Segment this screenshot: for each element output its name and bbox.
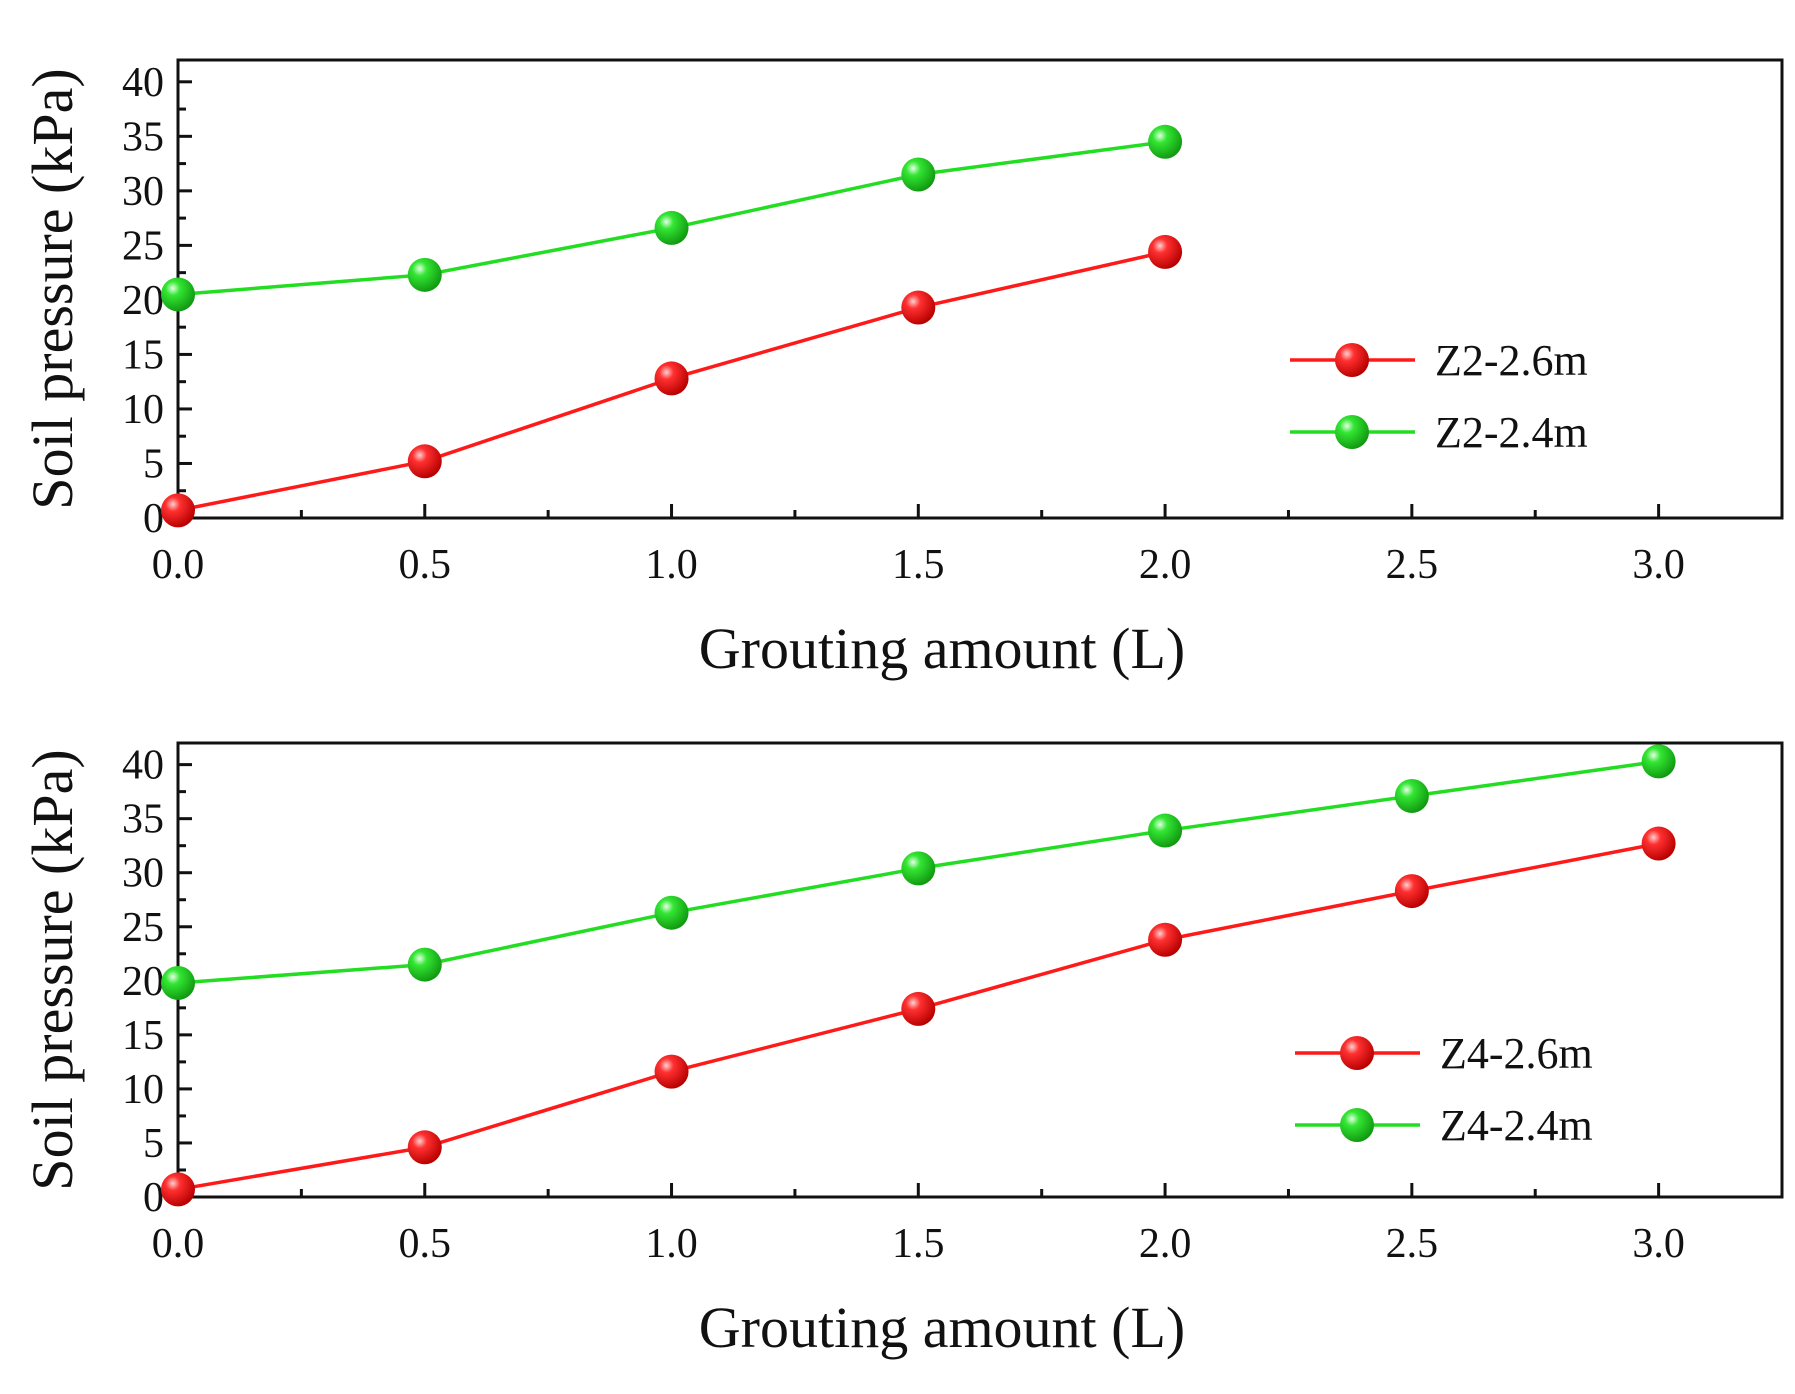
y-tick-label: 30 [122,851,164,897]
data-point-Z4-2.6m [654,1054,689,1089]
data-point-Z2-2.6m [161,493,195,528]
data-point-Z4-2.6m [161,1172,195,1207]
data-point-Z2-2.6m [1148,234,1183,269]
x-tick-label: 1.5 [892,542,945,588]
data-point-Z2-2.6m [654,361,689,396]
data-point-Z2-2.4m [654,210,689,245]
y-tick-label: 0 [143,1175,164,1221]
data-point-Z4-2.4m [1641,744,1676,779]
data-point-Z4-2.4m [654,895,689,930]
data-point-Z4-2.4m [901,851,936,886]
x-tick-label: 1.5 [892,1221,945,1267]
y-tick-label: 10 [122,1067,164,1113]
x-tick-label: 2.0 [1139,1221,1192,1267]
data-point-Z2-2.4m [901,157,936,192]
legend-label: Z4-2.4m [1440,1101,1593,1150]
x-tick-label: 1.0 [645,542,698,588]
data-point-Z4-2.4m [1148,813,1183,848]
legend-marker [1335,343,1369,377]
y-tick-label: 40 [122,743,164,789]
data-point-Z4-2.4m [1394,778,1429,813]
y-tick-label: 5 [143,1121,164,1167]
y-tick-label: 20 [122,278,164,324]
x-tick-label: 0.0 [152,1221,205,1267]
x-tick-label: 2.5 [1386,542,1439,588]
chart-panel-top: 0.0 0.5 1.0 1.5 2.0 2.5 3.0 0 5 10 15 20 25 30 35 40 Gro… [20,58,1784,681]
data-point-Z4-2.6m [1394,874,1429,909]
x-tick-label: 0.0 [152,542,205,588]
y-tick-label: 35 [122,797,164,843]
y-tick-label: 15 [122,332,164,378]
data-point-Z2-2.6m [901,290,936,325]
y-tick-label: 5 [143,441,164,487]
data-point-Z2-2.4m [407,257,442,292]
legend-label: Z4-2.6m [1440,1029,1593,1078]
x-tick-label: 2.0 [1139,542,1192,588]
x-tick-label: 0.5 [399,542,452,588]
legend-marker [1340,1108,1374,1142]
y-tick-label: 40 [122,60,164,106]
y-axis-title: Soil pressure (kPa) [20,749,85,1190]
data-point-Z4-2.6m [1641,826,1676,861]
legend-marker [1335,415,1369,449]
legend-marker [1340,1036,1374,1070]
x-tick-label: 0.5 [399,1221,452,1267]
data-point-Z2-2.4m [1148,124,1183,159]
x-axis-title: Grouting amount (L) [699,1295,1185,1360]
y-axis-title: Soil pressure (kPa) [20,68,85,509]
y-tick-label: 25 [122,905,164,951]
data-point-Z2-2.4m [161,277,195,312]
data-point-Z4-2.6m [901,991,936,1026]
y-tick-label: 15 [122,1013,164,1059]
data-point-Z4-2.6m [407,1130,442,1165]
data-point-Z2-2.6m [407,444,442,479]
y-tick-label: 10 [122,387,164,433]
y-tick-label: 0 [143,496,164,542]
y-tick-label: 35 [122,114,164,160]
chart-panel-bottom: 0.0 0.5 1.0 1.5 2.0 2.5 3.0 0 5 10 15 20 25 30 35 40 Gro… [20,741,1784,1360]
legend-label: Z2-2.6m [1435,336,1588,385]
y-tick-label: 30 [122,169,164,215]
x-tick-label: 1.0 [645,1221,698,1267]
y-tick-label: 20 [122,959,164,1005]
data-point-Z4-2.4m [161,965,195,1000]
x-tick-label: 3.0 [1632,542,1685,588]
x-tick-label: 3.0 [1632,1221,1685,1267]
x-tick-label: 2.5 [1386,1221,1439,1267]
y-tick-label: 25 [122,223,164,269]
x-axis-title: Grouting amount (L) [699,616,1185,681]
data-point-Z4-2.4m [407,947,442,982]
data-point-Z4-2.6m [1148,922,1183,957]
legend-label: Z2-2.4m [1435,408,1588,457]
